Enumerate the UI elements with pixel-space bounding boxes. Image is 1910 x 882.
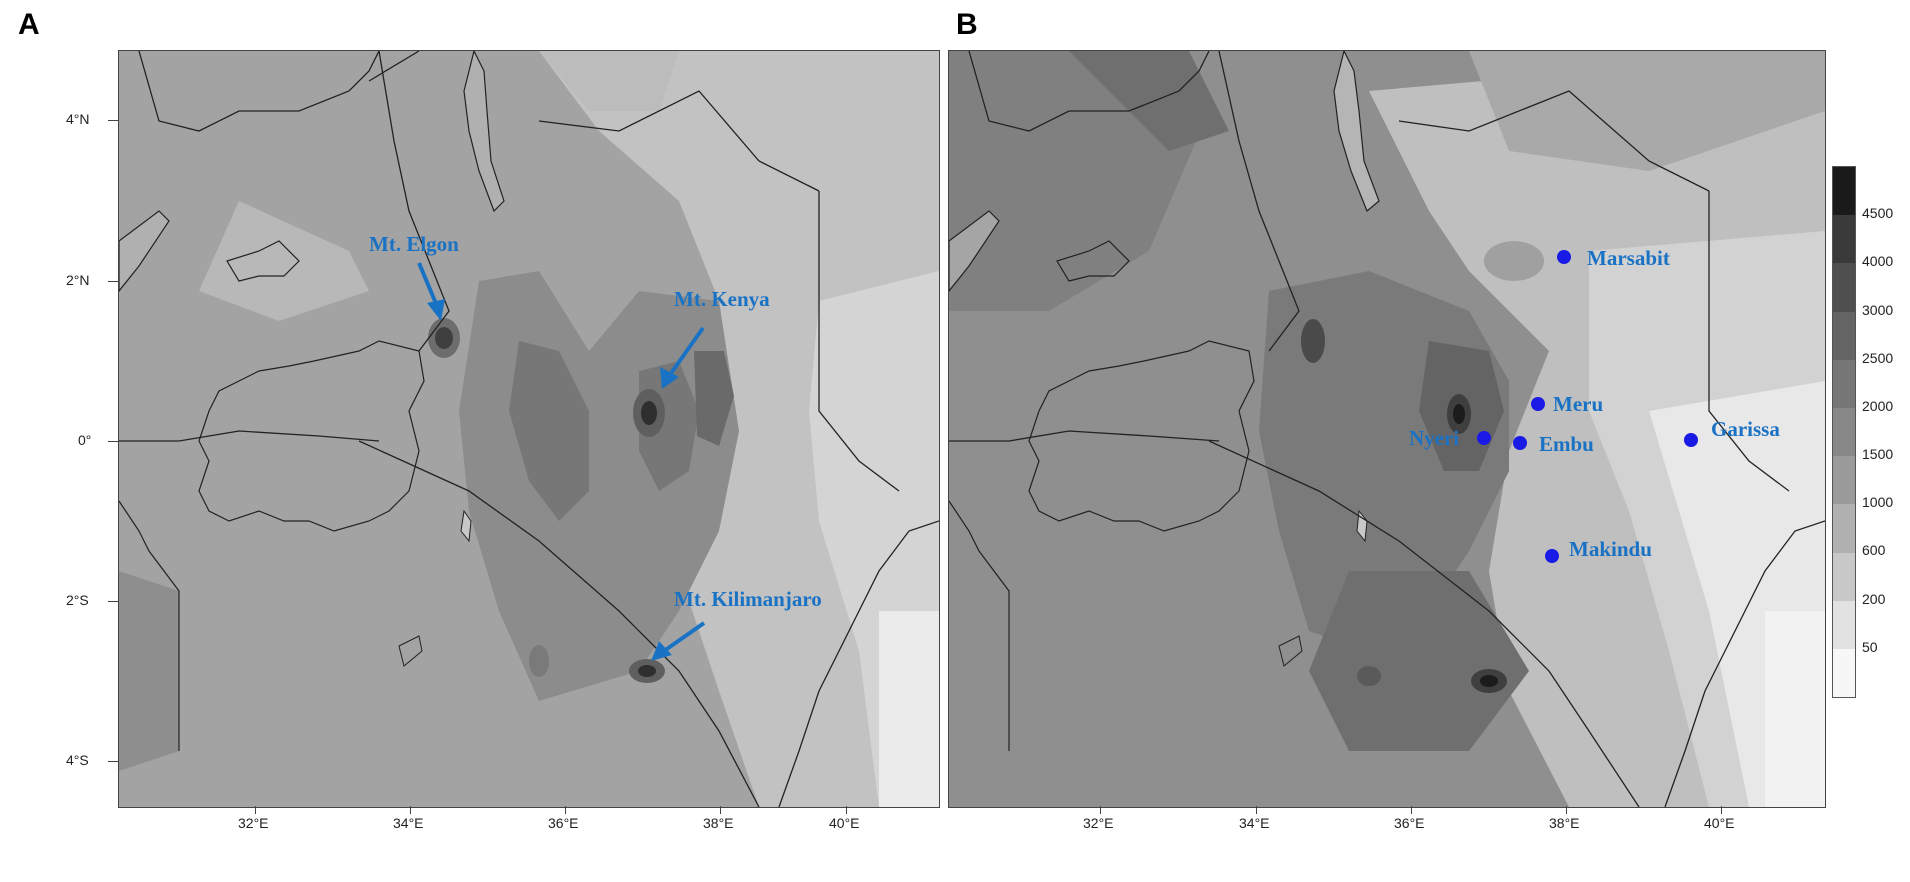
arrow-icon (660, 367, 679, 389)
town-makindu: Makindu (1545, 537, 1652, 563)
lat-tick-a-0: 0° (78, 432, 92, 448)
colorbar-label: 200 (1862, 590, 1886, 607)
colorbar-label: 2000 (1862, 397, 1894, 414)
map-a-canvas: Mt. Elgon Mt. Kenya Mt. Kilimanjaro (119, 51, 939, 807)
town-label-makindu: Makindu (1569, 537, 1652, 561)
mt-elgon-annotation: Mt. Elgon (369, 232, 459, 321)
lon-tick-a-36e: 36°E (548, 815, 579, 831)
colorbar-label: 1000 (1862, 494, 1894, 511)
town-marker-icon (1513, 436, 1527, 450)
colorbar-swatch (1833, 600, 1855, 649)
lon-tick-b-38e: 38°E (1549, 815, 1580, 831)
colorbar-swatch (1833, 552, 1855, 601)
mt-kilimanjaro-label: Mt. Kilimanjaro (674, 587, 822, 611)
panel-letter-b: B (956, 8, 978, 41)
town-label-embu: Embu (1539, 432, 1594, 456)
colorbar-swatch (1833, 311, 1855, 360)
colorbar-label: 4000 (1862, 253, 1894, 270)
lon-tick-b-40e: 40°E (1704, 815, 1735, 831)
colorbar-swatch (1833, 167, 1855, 216)
town-nyeri: Nyeri (1409, 426, 1491, 450)
town-marsabit: Marsabit (1557, 246, 1670, 270)
lon-tick-b-32e: 32°E (1083, 815, 1114, 831)
lon-tick-b-36e: 36°E (1394, 815, 1425, 831)
colorbar-label: 3000 (1862, 301, 1894, 318)
town-marker-icon (1531, 397, 1545, 411)
lon-tick-a-38e: 38°E (703, 815, 734, 831)
colorbar-label: 600 (1862, 542, 1886, 559)
lat-tick-a-4s: 4°S (66, 752, 89, 768)
colorbar-label: 50 (1862, 638, 1878, 655)
town-label-nyeri: Nyeri (1409, 426, 1459, 450)
colorbar (1832, 166, 1856, 698)
arrow-icon (651, 641, 672, 661)
map-panel-a: Mt. Elgon Mt. Kenya Mt. Kilimanjaro (118, 50, 940, 808)
colorbar-swatch (1833, 407, 1855, 457)
colorbar-label: 4500 (1862, 205, 1894, 222)
town-label-meru: Meru (1553, 392, 1603, 416)
colorbar-swatches (1833, 167, 1855, 698)
lat-tick-a-2s: 2°S (66, 592, 89, 608)
colorbar-label: 2500 (1862, 349, 1894, 366)
colorbar-swatch (1833, 456, 1855, 505)
mt-kilimanjaro-annotation: Mt. Kilimanjaro (651, 587, 822, 661)
lon-tick-a-32e: 32°E (238, 815, 269, 831)
town-embu: Embu (1513, 432, 1594, 456)
town-label-marsabit: Marsabit (1587, 246, 1670, 270)
colorbar-swatch (1833, 504, 1855, 553)
lat-tick-a-2n: 2°N (66, 272, 90, 288)
lon-tick-a-34e: 34°E (393, 815, 424, 831)
lon-tick-a-40e: 40°E (829, 815, 860, 831)
colorbar-swatch (1833, 263, 1855, 312)
mt-kenya-annotation: Mt. Kenya (660, 287, 770, 389)
town-marker-icon (1545, 549, 1559, 563)
town-marker-icon (1477, 431, 1491, 445)
map-panel-b: Marsabit Meru Nyeri Embu Garissa Makindu (948, 50, 1826, 808)
lon-tick-b-34e: 34°E (1239, 815, 1270, 831)
town-label-garissa: Garissa (1711, 417, 1780, 441)
colorbar-label: 1500 (1862, 446, 1894, 463)
colorbar-swatch (1833, 215, 1855, 264)
colorbar-swatch (1833, 359, 1855, 408)
panel-letter-a: A (18, 8, 40, 41)
town-marker-icon (1684, 433, 1698, 447)
town-marker-icon (1557, 250, 1571, 264)
mt-elgon-label: Mt. Elgon (369, 232, 459, 256)
town-meru: Meru (1531, 392, 1603, 416)
lat-tick-a-4n: 4°N (66, 111, 90, 127)
town-garissa: Garissa (1684, 417, 1780, 447)
arrow-icon (427, 299, 445, 321)
mt-kenya-label: Mt. Kenya (674, 287, 770, 311)
colorbar-swatch (1833, 648, 1855, 698)
map-b-canvas: Marsabit Meru Nyeri Embu Garissa Makindu (949, 51, 1825, 807)
